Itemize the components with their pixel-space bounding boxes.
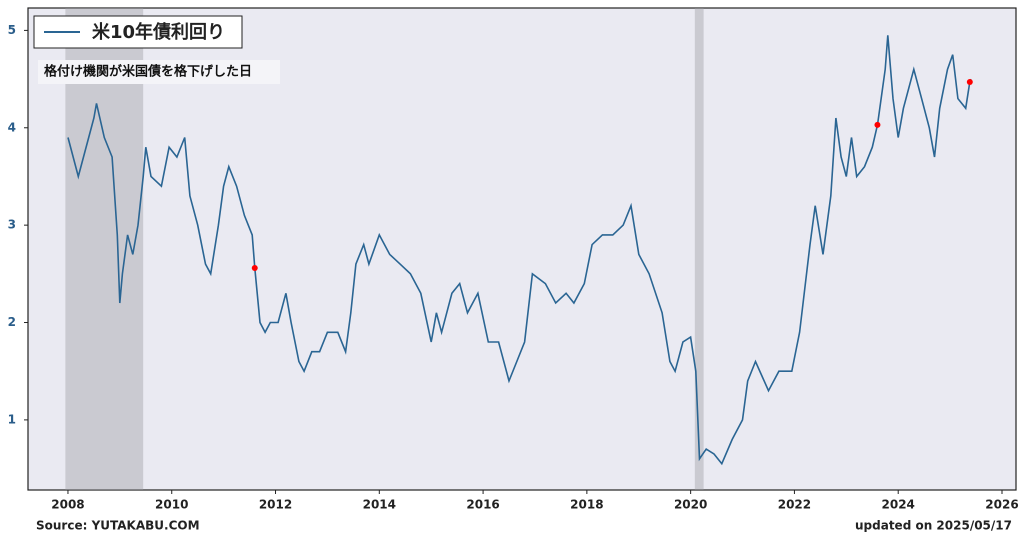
x-tick-label: 2024 <box>882 498 915 512</box>
x-tick-label: 2010 <box>155 498 188 512</box>
x-tick-label: 2020 <box>674 498 707 512</box>
x-tick-label: 2008 <box>51 498 84 512</box>
y-tick-label: 4 <box>8 120 16 134</box>
shaded-range <box>694 8 704 490</box>
legend-label: 米10年債利回り <box>92 21 225 43</box>
y-tick-label: 5 <box>8 23 16 37</box>
downgrade-marker <box>874 121 881 128</box>
yield-line <box>67 35 972 466</box>
source: Source: YUTAKABU.COM <box>36 519 200 533</box>
x-tick-label: 2018 <box>570 498 603 512</box>
x-tick-label: 2012 <box>259 498 292 512</box>
updated: updated on 2025/05/17 <box>855 519 1012 533</box>
annotation-box <box>38 60 280 84</box>
y-tick-label: 2 <box>8 315 16 329</box>
annotation: 格付け機関が米国債を格下げした日 <box>44 64 252 80</box>
x-tick-label: 2026 <box>985 498 1018 512</box>
downgrade-marker <box>966 79 973 86</box>
downgrade-marker <box>251 264 258 271</box>
y-tick-label: 3 <box>8 218 16 232</box>
x-tick-label: 2014 <box>363 498 396 512</box>
y-tick-label: 1 <box>8 412 16 426</box>
x-tick-label: 2016 <box>466 498 499 512</box>
x-tick-label: 2022 <box>778 498 811 512</box>
shaded-range <box>65 8 144 490</box>
plot-area <box>27 7 1017 491</box>
